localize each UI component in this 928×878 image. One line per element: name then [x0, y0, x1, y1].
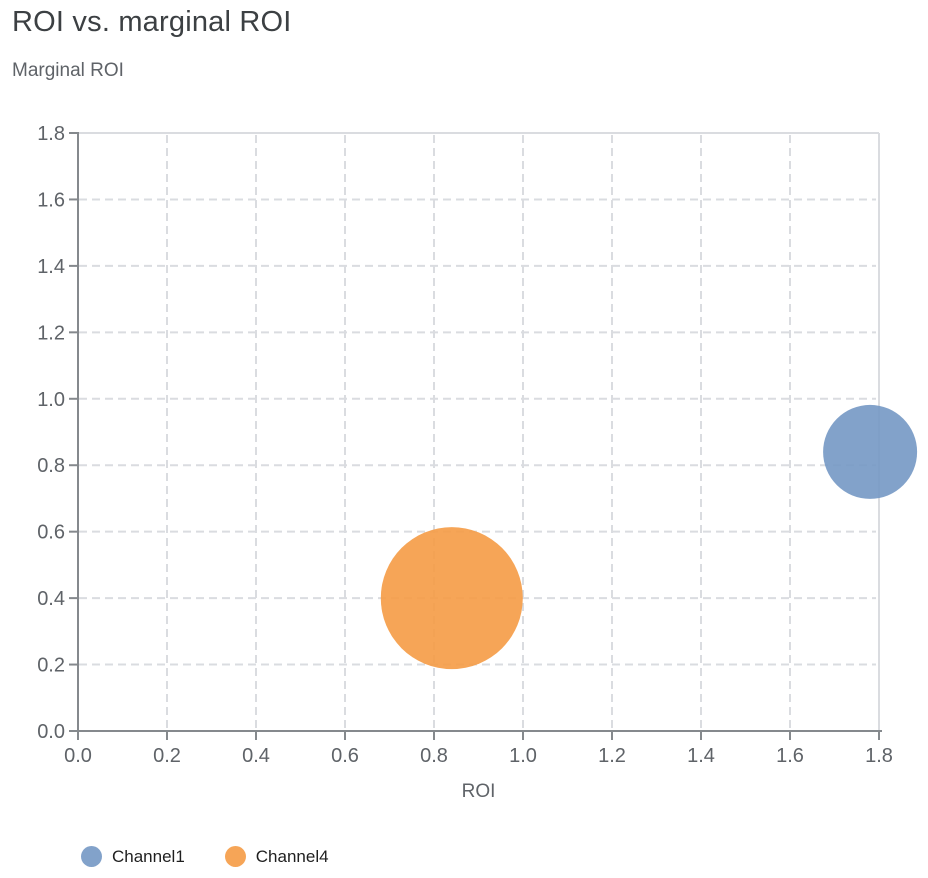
legend-label: Channel4 [255, 846, 329, 866]
legend: Channel1 Channel4 [81, 846, 329, 867]
y-tick-label: 0.4 [37, 588, 65, 610]
y-tick-label: 1.4 [37, 256, 65, 278]
y-tick-label: 0.0 [37, 721, 65, 743]
y-axis-label: Marginal ROI [12, 60, 124, 81]
x-tick-label: 0.0 [64, 745, 92, 767]
legend-label: Channel1 [112, 846, 185, 866]
y-tick-label: 0.8 [37, 455, 65, 477]
y-tick-label: 1.2 [37, 322, 65, 344]
legend-item-channel4[interactable]: Channel4 [224, 846, 329, 867]
y-tick-label: 0.2 [37, 655, 65, 677]
x-axis-title: ROI [462, 781, 496, 802]
y-tick-label: 1.6 [37, 189, 65, 211]
x-tick-label: 0.8 [420, 745, 448, 767]
bubble-channel1[interactable] [823, 404, 918, 499]
chart-title: ROI vs. marginal ROI [12, 6, 292, 38]
x-tick-label: 1.0 [509, 745, 537, 767]
channel4-legend-dot-icon [224, 846, 246, 867]
channel1-legend-dot-icon [81, 846, 102, 867]
y-tick-label: 0.6 [37, 522, 65, 544]
y-tick-label: 1.8 [37, 123, 65, 145]
x-tick-label: 0.2 [153, 745, 181, 767]
plot-area: 0.00.0 0.2 0.2 0.4 0.4 0.6 0.6 0.8 0.8 1.0 1.0 1.2 1… [37, 123, 918, 802]
x-tick-label: 0.6 [331, 745, 359, 767]
x-tick-label: 1.4 [687, 745, 715, 767]
x-tick-label: 0.4 [242, 745, 270, 767]
x-tick-label: 1.8 [865, 745, 893, 767]
bubble-channel4[interactable] [380, 527, 523, 670]
x-tick-label: 1.2 [598, 745, 626, 767]
y-tick-label: 1.0 [37, 389, 65, 411]
legend-item-channel1[interactable]: Channel1 [81, 846, 185, 867]
x-tick-label: 1.6 [776, 745, 804, 767]
